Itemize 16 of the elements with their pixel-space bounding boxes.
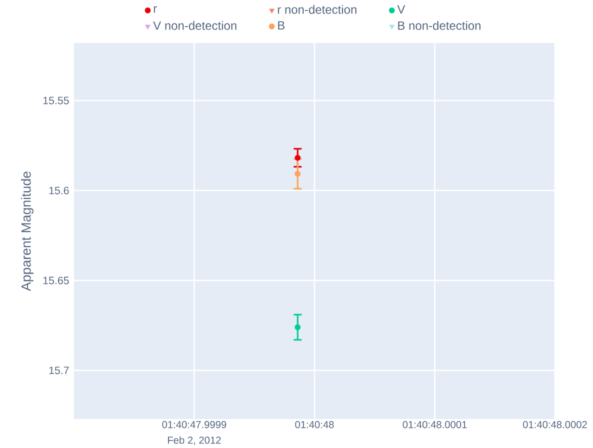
legend-label: r [154, 6, 157, 13]
x-tick-label: 01:40:48 [295, 421, 334, 428]
y-tick-label: 15.6 [49, 186, 69, 194]
y-tick-label: 15.65 [43, 276, 69, 284]
text: Feb 2, 2012 [168, 436, 221, 445]
y-axis-title: Apparent Magnitude [21, 172, 34, 292]
x-tick-label: 01:40:48.0002 [522, 421, 587, 428]
legend-label: B non-detection [398, 21, 480, 30]
legend-label: r non-detection [278, 5, 356, 14]
legend-label: B [278, 21, 285, 30]
y-tick-label: 15.55 [43, 96, 69, 104]
x-tick-label: 01:40:47.9999 [162, 421, 226, 428]
legend-label: V [397, 5, 406, 14]
x-tick-label: 01:40:48.0001 [402, 421, 467, 428]
legend-label: V non-detection [153, 21, 236, 30]
y-tick-label: 15.7 [49, 366, 69, 374]
